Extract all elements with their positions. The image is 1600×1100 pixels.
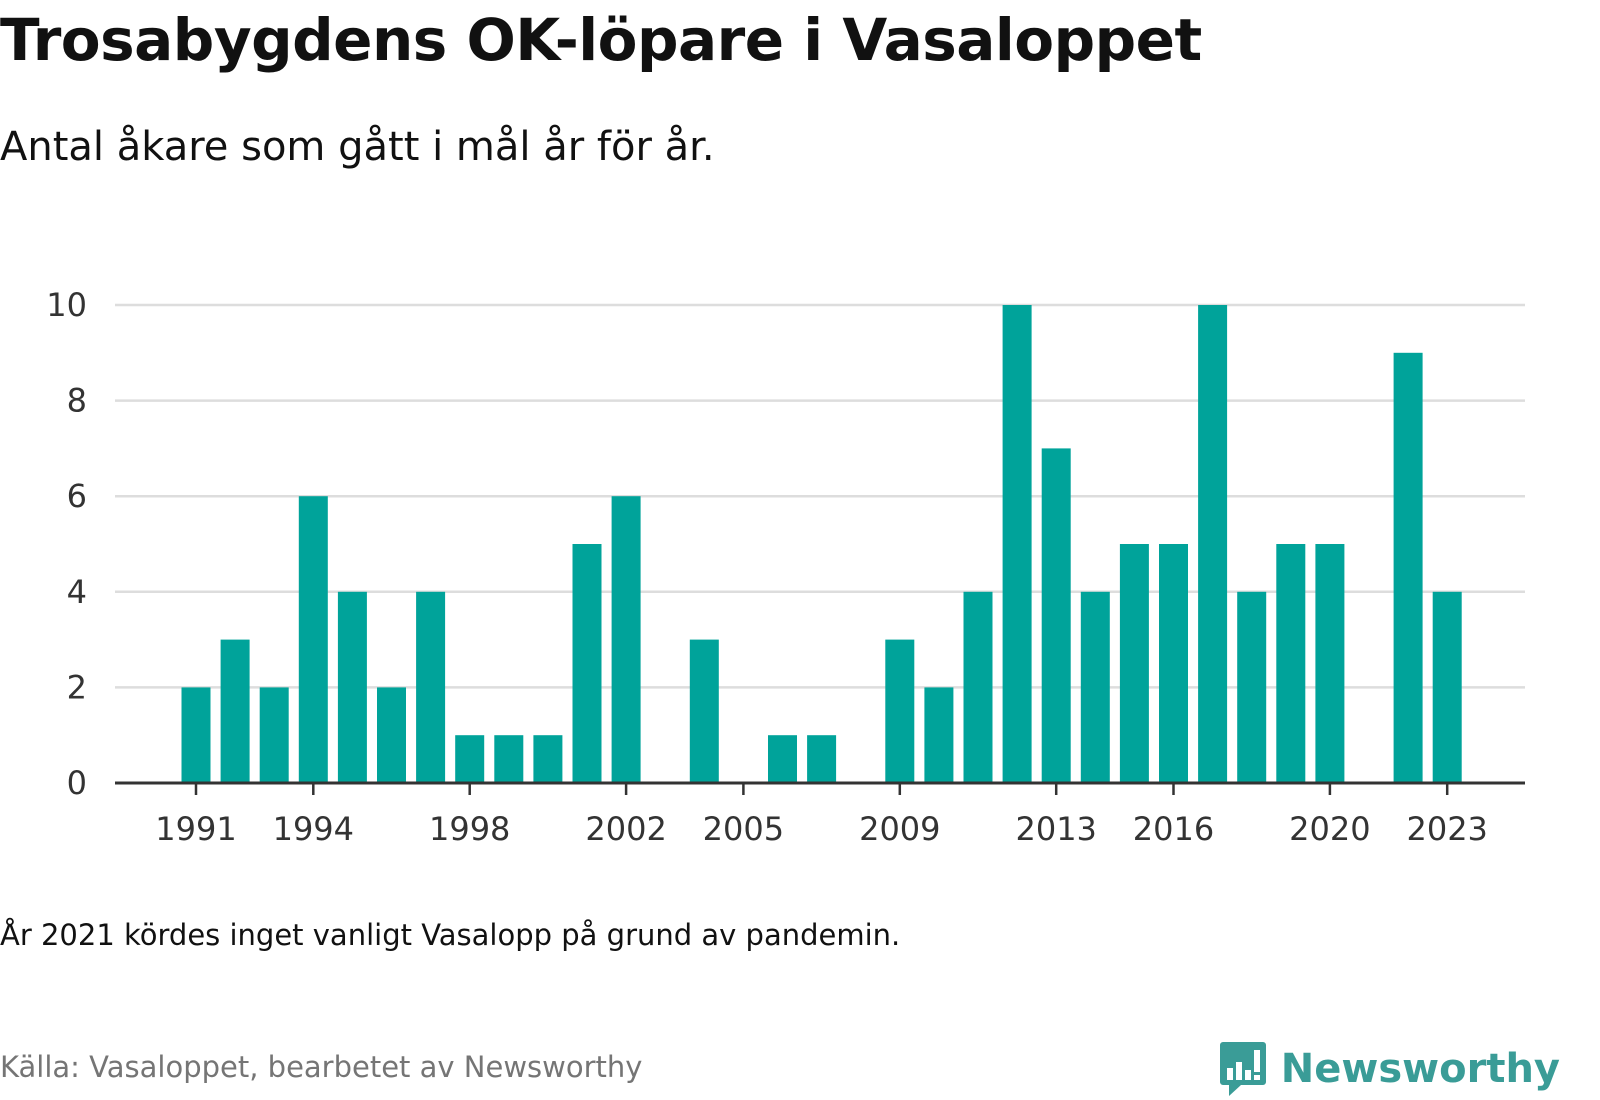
y-tick-label: 2 [67, 668, 87, 706]
x-tick-label: 1998 [429, 810, 510, 848]
source-credit: Källa: Vasaloppet, bearbetet av Newswort… [0, 1050, 643, 1084]
brand[interactable]: Newsworthy [1219, 1040, 1560, 1098]
bar [963, 591, 993, 783]
bar [1276, 544, 1306, 783]
bar [1237, 591, 1267, 783]
bar-chart: 0 2 4 6 8 10 1991 1994 1998 2002 2005 2009 2013 2016… [46, 286, 1525, 848]
x-tick-label: 2009 [859, 810, 940, 848]
x-axis-ticks: 1991 1994 1998 2002 2005 2009 2013 2016 2020 2023 [155, 783, 1488, 848]
bar [181, 687, 211, 783]
x-tick-label: 2023 [1406, 810, 1487, 848]
bars [181, 305, 1462, 783]
x-tick-label: 2016 [1133, 810, 1214, 848]
y-axis-ticks: 0 2 4 6 8 10 [46, 286, 87, 802]
bar [1041, 448, 1071, 783]
chart-subtitle: Antal åkare som gått i mål år för år. [0, 124, 715, 170]
y-tick-label: 0 [67, 764, 87, 802]
bar [416, 591, 446, 783]
brand-name: Newsworthy [1280, 1046, 1560, 1092]
bar [259, 687, 289, 783]
x-tick-label: 1991 [155, 810, 236, 848]
bar [807, 735, 837, 783]
y-tick-label: 6 [67, 477, 87, 515]
bar [1002, 305, 1032, 783]
bar [455, 735, 485, 783]
footnote: År 2021 kördes inget vanligt Vasalopp på… [0, 918, 901, 952]
bar [337, 591, 367, 783]
x-tick-label: 1994 [273, 810, 354, 848]
bar [924, 687, 954, 783]
bar [377, 687, 406, 783]
y-tick-label: 10 [46, 286, 87, 324]
bar [1198, 305, 1228, 783]
bar [220, 639, 250, 783]
x-tick-label: 2005 [703, 810, 784, 848]
bar [885, 639, 915, 783]
bar [768, 735, 797, 783]
bar [1432, 591, 1462, 783]
bar [1080, 591, 1110, 783]
chart-title: Trosabygdens OK-löpare i Vasaloppet [0, 6, 1202, 74]
bar [1119, 544, 1149, 783]
bar [572, 544, 602, 783]
bar [298, 496, 328, 783]
bar [689, 639, 719, 783]
bar [611, 496, 641, 783]
newsworthy-logo-icon [1219, 1042, 1266, 1096]
y-tick-label: 8 [67, 382, 87, 420]
x-tick-label: 2020 [1289, 810, 1370, 848]
bar [494, 735, 524, 783]
y-tick-label: 4 [67, 573, 87, 611]
bar [1393, 352, 1423, 783]
bar [1315, 544, 1345, 783]
x-tick-label: 2013 [1015, 810, 1096, 848]
bar [1159, 544, 1188, 783]
bar [533, 735, 563, 783]
x-tick-label: 2002 [585, 810, 666, 848]
